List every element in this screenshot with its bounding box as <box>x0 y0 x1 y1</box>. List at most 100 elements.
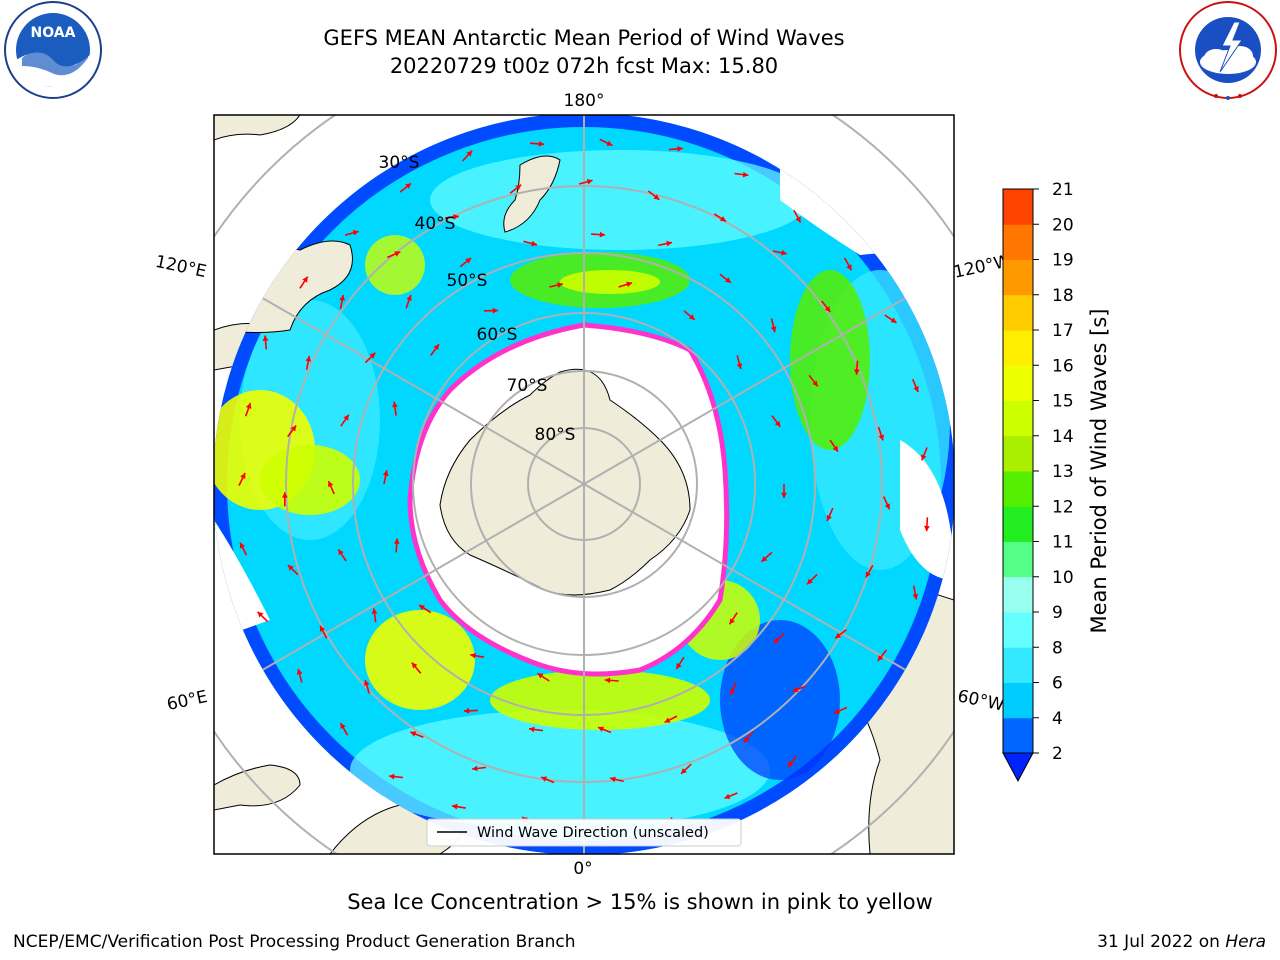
wind-wave-arrows <box>238 138 930 832</box>
wind-wave-arrowhead <box>598 726 604 732</box>
wind-wave-arrowhead <box>688 314 695 320</box>
colorbar-segment <box>1003 400 1033 437</box>
colorbar-tick-label: 9 <box>1052 603 1063 623</box>
wind-wave-arrowhead <box>411 662 418 669</box>
wind-wave-arrowhead <box>338 549 344 556</box>
wind-wave-arrowhead <box>557 282 563 288</box>
wind-wave-arrowhead <box>466 150 473 157</box>
wind-wave-arrowhead <box>433 344 439 350</box>
noaa-logo-icon: NOAA <box>4 1 102 99</box>
wind-wave-arrowhead <box>287 565 294 571</box>
nws-logo-icon <box>1179 1 1277 100</box>
chart-subtitle: 20220729 t00z 072h fcst Max: 15.80 <box>389 54 779 78</box>
wind-wave-arrowhead <box>854 369 860 375</box>
wind-wave-arrowhead <box>343 414 349 421</box>
lat-label-50s: 50°S <box>447 271 488 291</box>
wind-wave-arrowhead <box>453 214 459 220</box>
colorbar-segment <box>1003 259 1033 296</box>
map-frame <box>213 114 955 855</box>
wind-wave-arrowhead <box>924 525 930 532</box>
colorbar-under-arrow <box>1002 752 1034 783</box>
colorbar-tick-label: 11 <box>1052 533 1074 553</box>
credit-branch: NCEP/EMC/Verification Post Processing Pr… <box>13 932 576 952</box>
wind-wave-arrowhead <box>729 689 736 695</box>
wind-wave-arrowhead <box>681 768 687 774</box>
legend-label: Wind Wave Direction (unscaled) <box>477 825 709 841</box>
wind-wave-arrowhead <box>239 542 245 549</box>
colorbar-segment <box>1003 682 1033 719</box>
wind-wave-arrowhead <box>677 146 683 152</box>
colorbar-tick-label: 4 <box>1052 709 1063 729</box>
colorbar-segment <box>1003 506 1033 542</box>
wind-wave-arrowhead <box>834 708 840 714</box>
noaa-logo-text: NOAA <box>31 25 76 41</box>
meridian-label-180: 180° <box>564 91 605 111</box>
wind-wave-arrowhead <box>835 632 842 639</box>
wind-wave-arrowhead <box>538 141 545 147</box>
wind-wave-arrowhead <box>846 264 852 271</box>
wind-wave-arrowhead <box>807 578 813 585</box>
wind-wave-arrowhead <box>599 231 606 238</box>
lat-label-40s: 40°S <box>415 214 456 234</box>
colorbar-tick-label: 6 <box>1052 674 1063 694</box>
wind-wave-arrowhead <box>382 470 389 476</box>
wind-wave-arrowhead <box>419 605 425 611</box>
wind-wave-arrowhead <box>393 538 400 544</box>
wind-wave-arrowhead <box>606 140 613 146</box>
wind-wave-arrowhead <box>282 492 288 498</box>
credit-date: 31 Jul 2022 on Hera <box>1097 932 1266 952</box>
wind-wave-arrowhead <box>541 776 548 782</box>
wind-wave-arrowhead <box>832 445 838 452</box>
colorbar-segment <box>1003 717 1033 754</box>
colorbar-tick-label: 8 <box>1052 638 1063 658</box>
wind-wave-arrowhead <box>788 761 794 768</box>
land-corner-tl <box>214 115 301 141</box>
wind-wave-arrowhead <box>340 723 346 729</box>
wind-wave-arrowhead <box>371 608 378 614</box>
wind-wave-arrowhead <box>792 686 799 693</box>
wind-wave-arrowhead <box>743 736 750 743</box>
land-new-zealand <box>503 155 561 233</box>
colorbar-tick-label: 16 <box>1052 356 1074 376</box>
wind-wave-arrowhead <box>724 793 731 799</box>
wind-wave-arrowhead <box>921 454 927 461</box>
colorbar-tick-label: 2 <box>1052 744 1063 764</box>
wind-wave-arrowhead <box>664 717 671 723</box>
wind-wave-arrowhead <box>392 401 398 408</box>
wind-wave-arrowhead <box>405 183 412 189</box>
colorbar-tick-label: 17 <box>1052 321 1074 341</box>
colorbar-label: Mean Period of Wind Waves [s] <box>1087 309 1111 634</box>
colorbar-tick-label: 15 <box>1052 392 1074 412</box>
wind-wave-arrowhead <box>245 403 252 409</box>
colorbar-segment <box>1003 224 1033 260</box>
wind-wave-arrowhead <box>774 420 781 427</box>
colorbar-segment <box>1003 612 1033 648</box>
wind-wave-arrowhead <box>676 662 682 669</box>
wind-wave-arrowhead <box>781 492 787 498</box>
wind-wave-arrowhead <box>865 571 871 578</box>
colorbar-segment <box>1003 435 1033 472</box>
wind-wave-arrowhead <box>328 481 334 488</box>
colorbar-segment <box>1003 365 1033 401</box>
wind-wave-arrowhead <box>604 677 611 684</box>
colorbar-tick-label: 13 <box>1052 462 1074 482</box>
sea-ice-note: Sea Ice Concentration > 15% is shown in … <box>347 890 933 914</box>
wind-wave-arrowhead <box>305 355 312 362</box>
colorbar-segments <box>1003 189 1033 754</box>
wind-wave-arrowhead <box>463 707 470 714</box>
wind-wave-arrowhead <box>406 295 412 301</box>
colorbar-tick-label: 10 <box>1052 568 1074 588</box>
wind-wave-arrowhead <box>824 306 831 312</box>
wind-wave-arrowhead <box>257 611 264 618</box>
colorbar-segment <box>1003 294 1033 331</box>
wind-wave-arrowhead <box>470 652 476 659</box>
wind-wave-arrowhead <box>742 171 749 178</box>
colorbar-segment <box>1003 576 1033 613</box>
wind-wave-arrowhead <box>363 680 370 686</box>
wind-wave-arrowhead <box>451 803 458 810</box>
wind-wave-arrowhead <box>761 556 768 562</box>
wind-wave-arrowhead <box>878 434 884 441</box>
wind-wave-arrowhead <box>781 249 787 256</box>
